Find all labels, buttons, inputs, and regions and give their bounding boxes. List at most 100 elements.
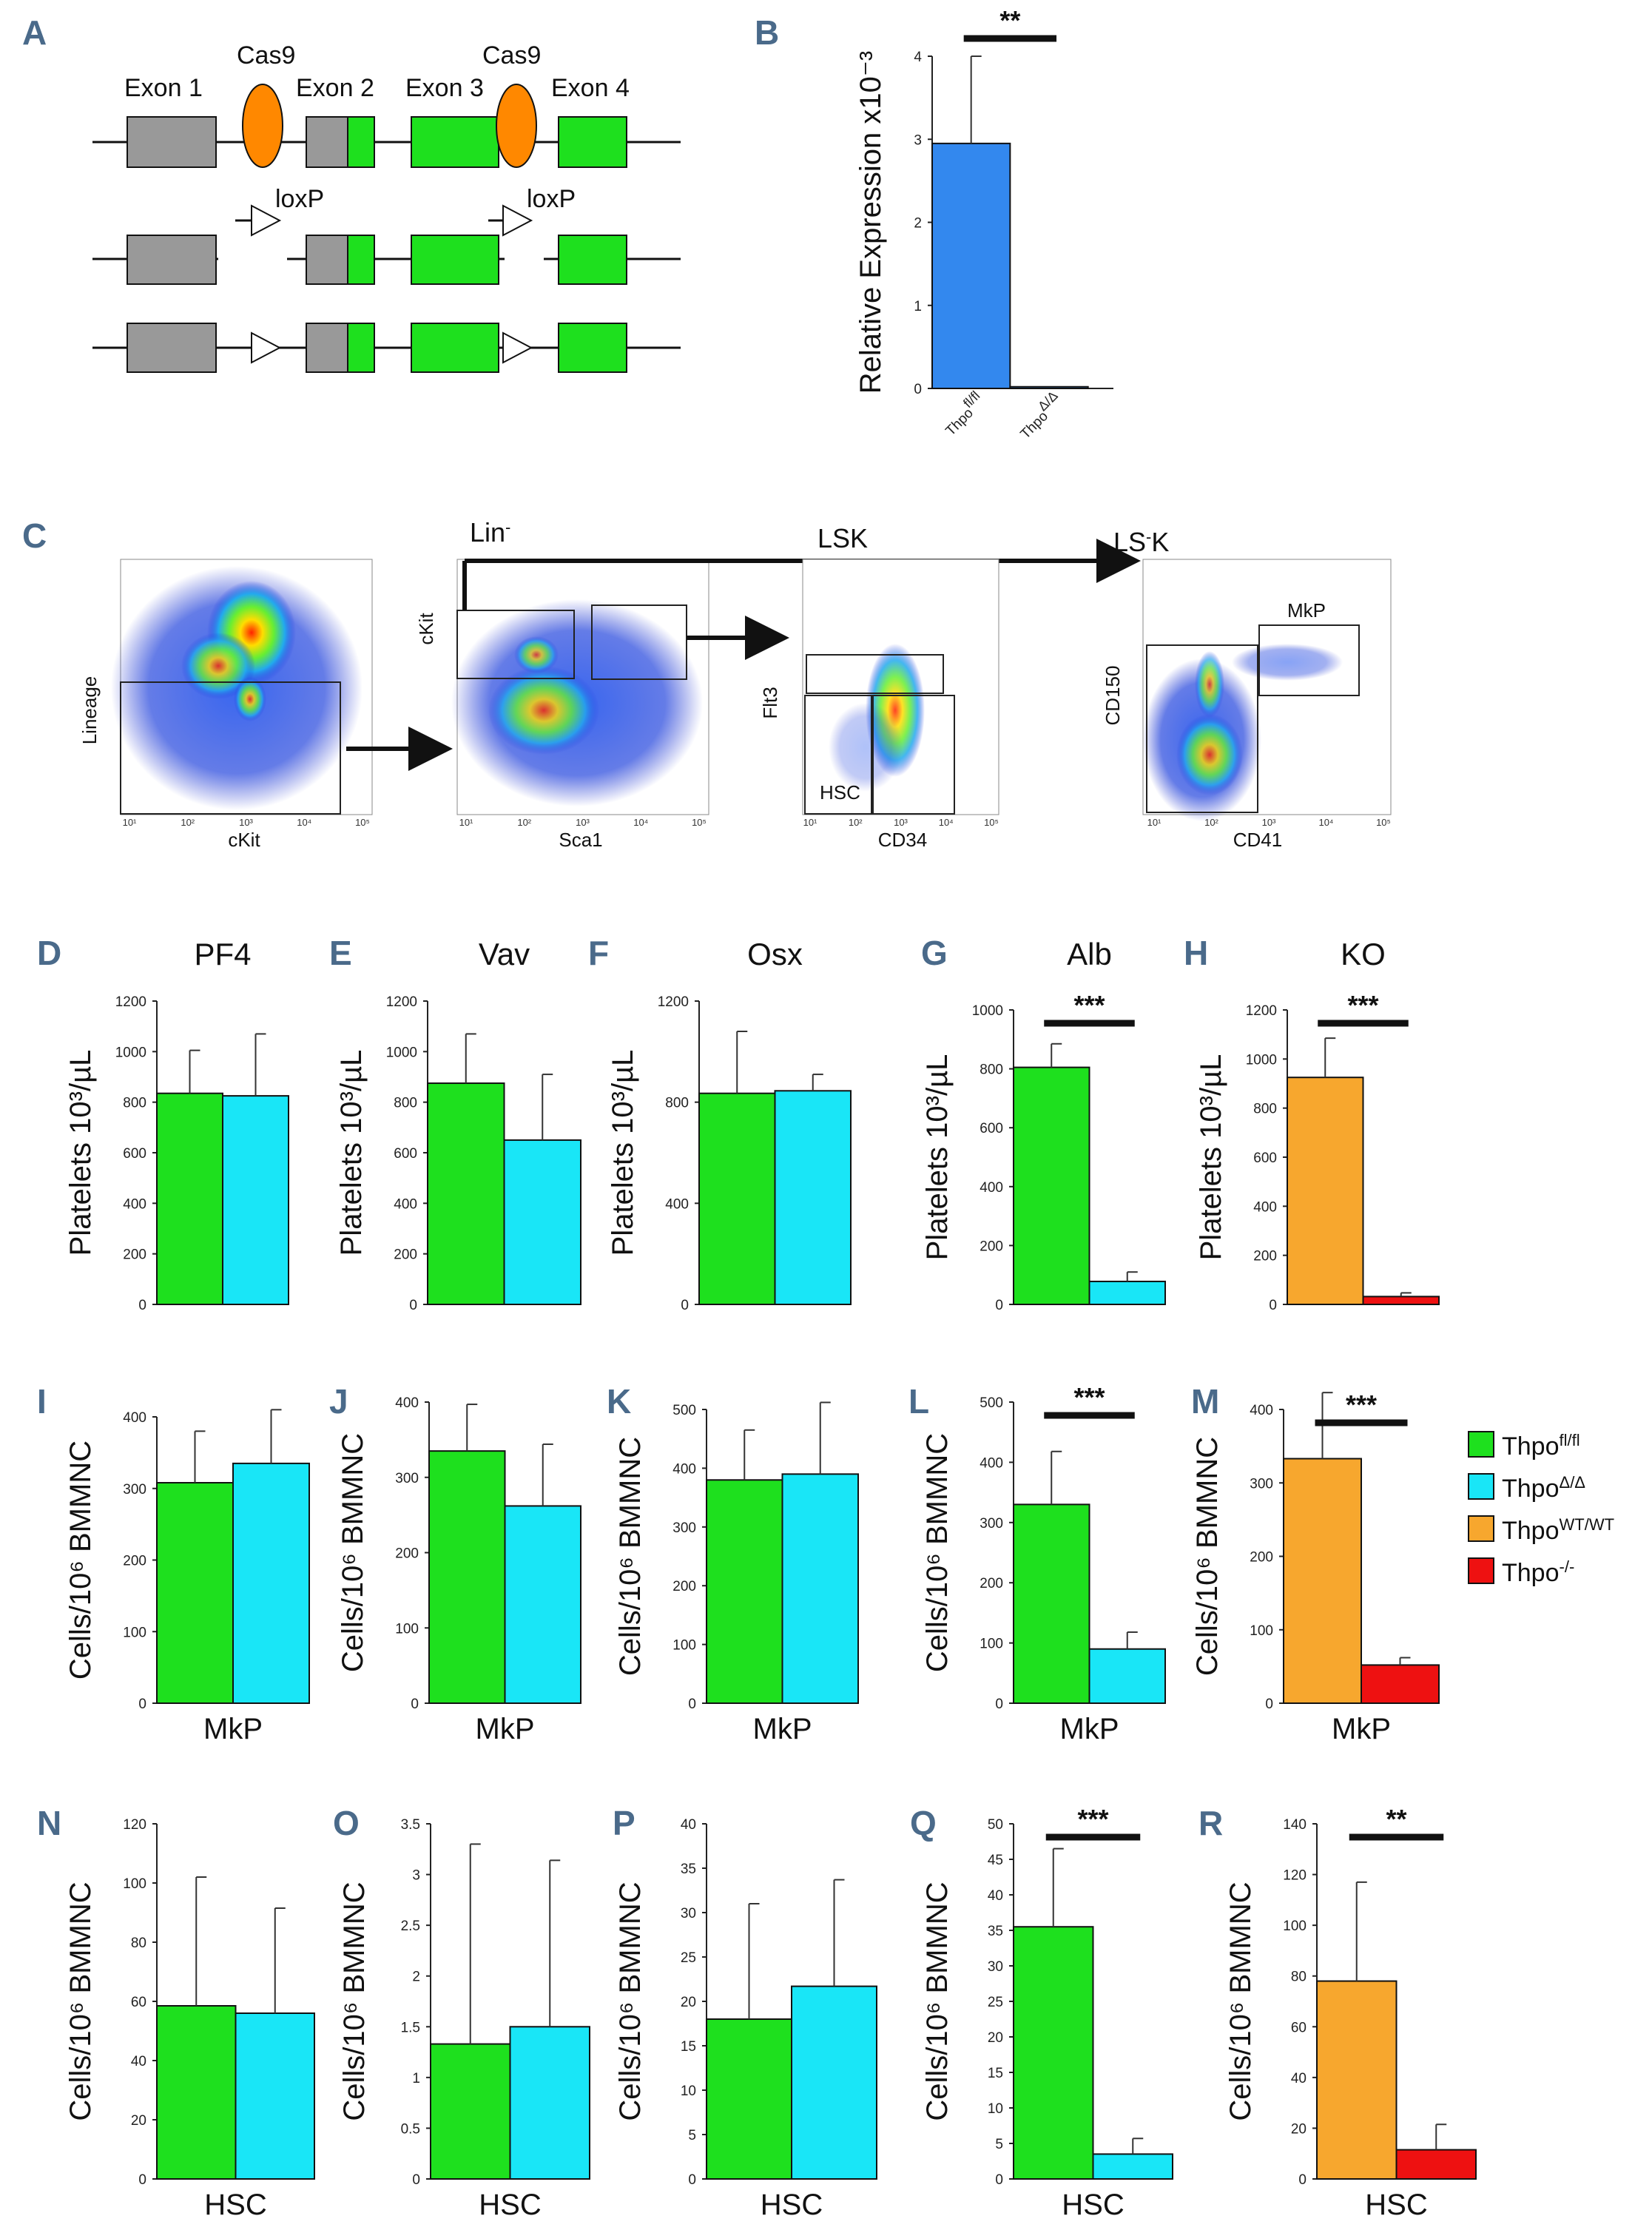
panel-label-o: O bbox=[333, 1804, 360, 1842]
panel-label-l: L bbox=[908, 1382, 929, 1421]
bar-R-0 bbox=[1316, 1980, 1398, 2180]
y-tick-label-F-3: 1200 bbox=[658, 994, 689, 1010]
y-label-R: Cells/10⁶ BMMNC bbox=[1224, 1882, 1257, 2120]
y-tick-label-N-6: 120 bbox=[123, 1817, 146, 1833]
bar-G-0 bbox=[1013, 1066, 1090, 1305]
gate-lineage-negative bbox=[120, 681, 341, 815]
flow-tick-0-2: 10³ bbox=[239, 817, 253, 828]
x-label-R: HSC bbox=[1365, 2189, 1427, 2221]
y-tick-label-R-6: 120 bbox=[1283, 1868, 1307, 1884]
flow-tick-2-2: 10³ bbox=[894, 817, 908, 828]
flow-tick-0-4: 10⁵ bbox=[355, 817, 370, 828]
y-tick-label-G-5: 1000 bbox=[972, 1003, 1003, 1019]
panel-label-n: N bbox=[37, 1804, 61, 1842]
gate-lsk-minus bbox=[456, 610, 575, 679]
flow-ylabel-2: cKit bbox=[415, 613, 437, 645]
chart-e: 0 200 400 600 800 1000 1200 Vav Platelets 10³/µL bbox=[335, 937, 581, 1313]
exon1-box-3 bbox=[127, 323, 217, 373]
flow-tick-3-4: 10⁵ bbox=[1376, 817, 1391, 828]
bar-J-1 bbox=[504, 1505, 581, 1705]
y-tick-label-O-5: 2.5 bbox=[401, 1919, 420, 1934]
panel-label-k: K bbox=[607, 1382, 631, 1421]
y-tick-label-P-8: 40 bbox=[681, 1817, 696, 1833]
y-tick-label-G-2: 400 bbox=[980, 1180, 1003, 1196]
chart-title-G: Alb bbox=[1067, 937, 1112, 971]
exon4-label: Exon 4 bbox=[551, 74, 630, 102]
exon2-coding-3 bbox=[347, 323, 375, 373]
y-tick-label-J-0: 0 bbox=[411, 1697, 419, 1712]
chart-i: 0 100 200 300 400 Cells/10⁶ BMMNC MkP bbox=[64, 1409, 310, 1745]
y-tick-label-O-4: 2 bbox=[412, 1970, 420, 1985]
y-tick-label-O-7: 3.5 bbox=[401, 1817, 420, 1833]
panel-label-a: A bbox=[22, 13, 47, 52]
y-tick-label-O-0: 0 bbox=[412, 2172, 420, 2188]
bar-N-1 bbox=[235, 2012, 315, 2180]
y-tick-label-D-4: 800 bbox=[123, 1096, 146, 1111]
bar-M-1 bbox=[1361, 1664, 1440, 1704]
flow-tick-3-0: 10¹ bbox=[1147, 817, 1162, 828]
bar-K-1 bbox=[781, 1473, 859, 1704]
sig-label-Q: *** bbox=[1077, 1804, 1108, 1834]
flow-plot-flt3-cd34: HSC Flt3 CD34 bbox=[759, 559, 999, 851]
y-tick-label-D-1: 200 bbox=[123, 1247, 146, 1263]
gate-lsk bbox=[591, 604, 687, 680]
x-label-P: HSC bbox=[761, 2189, 823, 2221]
y-tick-label-E-2: 400 bbox=[394, 1196, 417, 1212]
y-tick-label-R-1: 20 bbox=[1291, 2121, 1307, 2137]
bar-H-0 bbox=[1287, 1077, 1364, 1306]
bar-B-1 bbox=[1009, 385, 1089, 390]
y-tick-label-D-6: 1200 bbox=[115, 994, 146, 1010]
bar-J-0 bbox=[428, 1450, 506, 1704]
y-tick-label-E-0: 0 bbox=[409, 1298, 417, 1313]
flow-tick-1-4: 10⁵ bbox=[692, 817, 707, 828]
loxp-triangle-right bbox=[502, 204, 533, 237]
panel-label-q: Q bbox=[910, 1804, 937, 1842]
y-tick-label-K-2: 200 bbox=[672, 1579, 696, 1594]
y-tick-label-F-2: 800 bbox=[665, 1096, 689, 1111]
flow-tick-2-4: 10⁵ bbox=[984, 817, 999, 828]
flow-dot-1c bbox=[234, 677, 266, 721]
exon4-box-2 bbox=[558, 235, 627, 285]
chart-h: 0 200 400 600 800 1000 1200 KO Platelets 10³/µL *… bbox=[1195, 937, 1440, 1313]
cas9-label-right: Cas9 bbox=[482, 41, 541, 70]
y-tick-label-D-0: 0 bbox=[138, 1298, 146, 1313]
y-label-K: Cells/10⁶ BMMNC bbox=[614, 1437, 647, 1676]
y-tick-label-R-3: 60 bbox=[1291, 2020, 1307, 2035]
bar-N-0 bbox=[156, 2005, 237, 2180]
y-tick-label-I-1: 100 bbox=[123, 1625, 146, 1640]
flow-hsc-label: HSC bbox=[820, 781, 860, 804]
flow-tick-2-0: 10¹ bbox=[803, 817, 817, 828]
flow-lin-label: Lin- bbox=[470, 517, 510, 548]
bar-charts: 0 1 2 3 4 Relative Expression x10⁻³ Thpofl/fl T… bbox=[64, 5, 1477, 2221]
chart-j: 0 100 200 300 400 Cells/10⁶ BMMNC MkP bbox=[337, 1395, 581, 1745]
chart-p: 0 5 10 15 20 25 30 35 40 Cells/10⁶ BMMNC HSC bbox=[614, 1817, 877, 2221]
y-label-D: Platelets 10³/µL bbox=[64, 1050, 97, 1256]
bar-H-1 bbox=[1362, 1296, 1440, 1306]
chart-title-F: Osx bbox=[747, 937, 803, 971]
y-tick-label-O-1: 0.5 bbox=[401, 2121, 420, 2137]
bar-D-1 bbox=[222, 1095, 289, 1305]
y-tick-label-J-2: 200 bbox=[395, 1546, 419, 1562]
x-label-O: HSC bbox=[479, 2189, 541, 2221]
y-tick-label-L-3: 300 bbox=[980, 1516, 1003, 1532]
flow-dot-4a bbox=[1176, 714, 1243, 795]
flow-xlabel-4: CD41 bbox=[1233, 829, 1282, 851]
y-tick-label-E-4: 800 bbox=[394, 1096, 417, 1111]
bar-B-0 bbox=[931, 142, 1011, 390]
chart-g: 0 200 400 600 800 1000 Alb Platelets 10³/µL *** bbox=[921, 937, 1166, 1313]
bar-F-0 bbox=[698, 1092, 776, 1306]
loxp-triangle-3a bbox=[251, 331, 282, 364]
flow-ylabel-1: Lineage bbox=[78, 676, 101, 745]
cas9-label-left: Cas9 bbox=[237, 41, 295, 70]
y-tick-label-P-0: 0 bbox=[688, 2172, 696, 2188]
y-tick-label-L-4: 400 bbox=[980, 1455, 1003, 1471]
chart-q: 0 5 10 15 20 25 30 35 40 45 50 Cells/10⁶ BMMNC HSC **… bbox=[921, 1804, 1173, 2221]
flow-xlabel-3: CD34 bbox=[878, 829, 927, 851]
loxp-triangle-3b bbox=[502, 331, 533, 364]
y-tick-label-Q-8: 40 bbox=[988, 1888, 1003, 1904]
chart-title-D: PF4 bbox=[194, 937, 251, 971]
x-label-M: MkP bbox=[1332, 1713, 1391, 1745]
flow-tick-1-1: 10² bbox=[517, 817, 531, 828]
y-tick-label-D-5: 1000 bbox=[115, 1045, 146, 1060]
flow-tick-3-1: 10² bbox=[1204, 817, 1218, 828]
